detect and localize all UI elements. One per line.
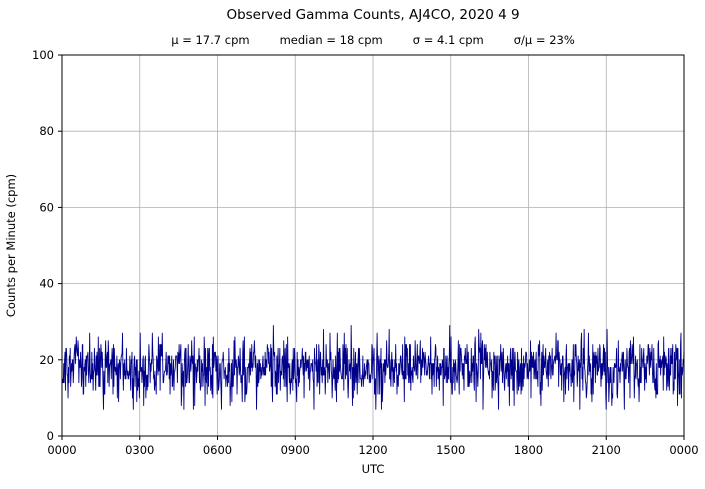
y-tick-label: 100 xyxy=(32,48,54,62)
x-tick-label: 0900 xyxy=(281,443,310,457)
x-tick-label: 0600 xyxy=(203,443,232,457)
stat-sigma-over-mu: σ/μ = 23% xyxy=(513,33,575,47)
x-tick-label: 0300 xyxy=(125,443,154,457)
y-tick-label: 40 xyxy=(39,277,54,291)
y-tick-label: 20 xyxy=(39,353,54,367)
chart-title: Observed Gamma Counts, AJ4CO, 2020 4 9 xyxy=(226,7,520,23)
chart-stats-line: μ = 17.7 cpm median = 18 cpm σ = 4.1 cpm… xyxy=(62,33,684,48)
x-tick-label: 1200 xyxy=(358,443,387,457)
y-tick-label: 80 xyxy=(39,124,54,138)
y-axis-label: Counts per Minute (cpm) xyxy=(4,174,18,317)
x-tick-label: 2100 xyxy=(592,443,621,457)
y-tick-label: 60 xyxy=(39,200,54,214)
x-tick-label: 1500 xyxy=(436,443,465,457)
y-tick-label: 0 xyxy=(47,429,54,443)
gamma-counts-series-line xyxy=(61,325,685,410)
x-tick-label: 0000 xyxy=(47,443,76,457)
stat-median: median = 18 cpm xyxy=(279,33,383,47)
stat-mean: μ = 17.7 cpm xyxy=(171,33,250,47)
stat-sigma: σ = 4.1 cpm xyxy=(412,33,484,47)
x-tick-label: 1800 xyxy=(514,443,543,457)
x-tick-label: 0000 xyxy=(669,443,698,457)
x-axis-label: UTC xyxy=(362,462,385,476)
